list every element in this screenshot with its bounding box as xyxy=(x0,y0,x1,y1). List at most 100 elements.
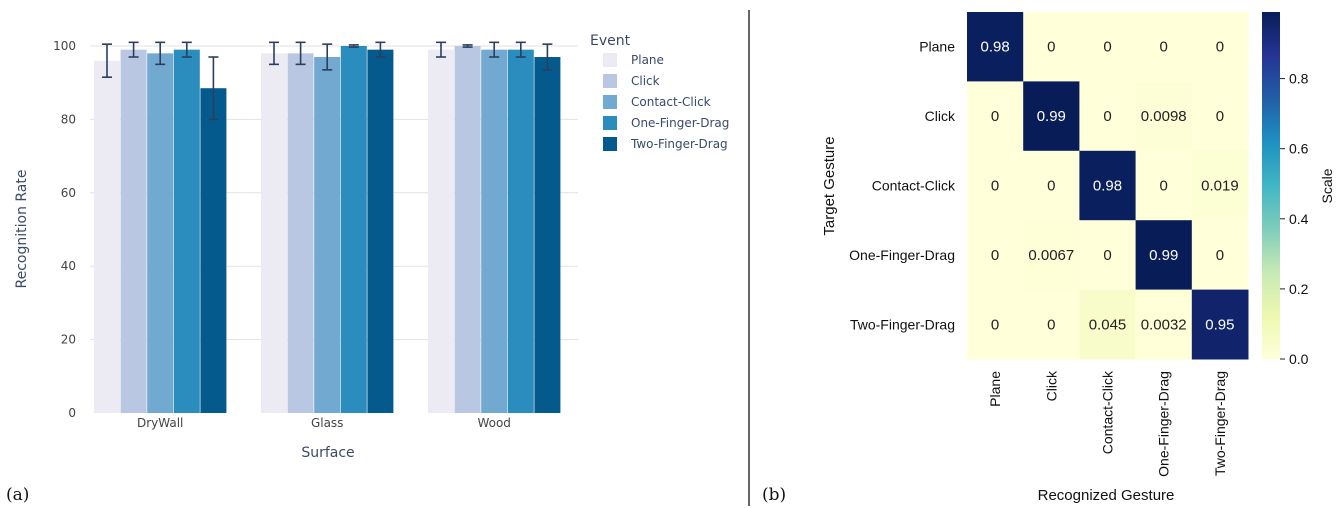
bar xyxy=(94,60,120,414)
y-tick-label: 20 xyxy=(61,333,76,347)
heatmap-cell xyxy=(967,81,1024,152)
cell-label: 0.0067 xyxy=(1028,247,1074,264)
cell-label: 0 xyxy=(991,108,999,125)
heatmap-cell xyxy=(1191,81,1249,152)
legend-swatch xyxy=(603,116,617,130)
heatmap-cell xyxy=(967,12,1024,82)
cell-label: 0.99 xyxy=(1037,108,1066,125)
heatmap-cell xyxy=(1023,81,1080,152)
bar xyxy=(287,53,314,414)
legend-swatch xyxy=(603,53,617,67)
col-tick-label: Click xyxy=(1043,370,1059,401)
bar xyxy=(340,46,367,413)
y-axis-title: Recognition Rate xyxy=(14,170,30,289)
bar xyxy=(507,49,534,414)
cell-label: 0 xyxy=(1047,178,1055,195)
bar xyxy=(261,53,287,414)
cell-label: 0 xyxy=(991,178,999,195)
heatmap-cell xyxy=(967,220,1024,291)
colorbar xyxy=(1262,12,1280,359)
bar xyxy=(534,57,561,413)
heatmap-cell xyxy=(1135,220,1193,291)
heatmap-cell xyxy=(1079,12,1137,82)
col-tick-label: Contact-Click xyxy=(1100,370,1116,454)
x-tick-label: Glass xyxy=(311,416,344,430)
y-axis-title: Target Gesture xyxy=(821,136,838,235)
cell-label: 0.045 xyxy=(1089,316,1127,333)
col-tick-label: Plane xyxy=(987,371,1003,407)
cell-label: 0.0032 xyxy=(1141,316,1187,333)
heatmap-cell xyxy=(967,289,1024,360)
cell-label: 0.99 xyxy=(1149,247,1178,264)
x-tick-label: DryWall xyxy=(137,416,183,430)
heatmap-cell xyxy=(1023,12,1080,82)
heatmap-cell xyxy=(1191,12,1249,82)
x-tick-label: Wood xyxy=(477,416,510,430)
y-tick-label: 40 xyxy=(61,259,76,273)
colorbar-tick-label: 0.6 xyxy=(1289,141,1309,157)
cell-label: 0.0098 xyxy=(1141,108,1187,125)
cell-label: 0 xyxy=(1160,39,1168,56)
legend-label: Contact-Click xyxy=(631,95,711,109)
legend-label: Two-Finger-Drag xyxy=(630,137,728,151)
y-tick-label: 100 xyxy=(53,39,76,53)
cell-label: 0 xyxy=(1216,247,1224,264)
bar xyxy=(367,49,394,414)
legend-swatch xyxy=(603,74,617,88)
panel-label-a: (a) xyxy=(6,485,29,505)
cell-label: 0 xyxy=(1160,178,1168,195)
col-tick-label: One-Finger-Drag xyxy=(1156,371,1172,477)
cell-label: 0 xyxy=(1103,108,1111,125)
heatmap-cell xyxy=(1135,12,1193,82)
bar xyxy=(173,49,200,414)
x-axis-title: Recognized Gesture xyxy=(1038,487,1175,504)
bar-chart-panel: 0 20 40 60 80 100 DryWall Glass Wood Surface Recog… xyxy=(14,33,729,461)
row-tick-label: Two-Finger-Drag xyxy=(850,316,955,332)
legend-swatch xyxy=(603,95,617,109)
heatmap-cell xyxy=(1079,220,1137,291)
cell-label: 0.98 xyxy=(1093,178,1122,195)
heatmap-cell xyxy=(1079,289,1137,360)
heatmap-cell xyxy=(1023,289,1080,360)
heatmap-cell xyxy=(967,150,1024,221)
y-tick-label: 80 xyxy=(61,112,76,126)
colorbar-tick-label: 0.2 xyxy=(1289,281,1309,297)
heatmap-cell xyxy=(1191,289,1249,360)
row-tick-label: Contact-Click xyxy=(872,178,956,194)
cell-label: 0 xyxy=(1047,39,1055,56)
cell-label: 0 xyxy=(1216,39,1224,56)
heatmap-cell xyxy=(1191,150,1249,221)
legend-label: One-Finger-Drag xyxy=(631,116,729,130)
heatmap-cell xyxy=(1079,81,1137,152)
bar xyxy=(454,46,481,413)
cell-label: 0 xyxy=(1047,316,1055,333)
y-tick-label: 60 xyxy=(61,186,76,200)
heatmap-cell xyxy=(1135,81,1193,152)
bar xyxy=(120,49,147,414)
row-tick-label: Plane xyxy=(919,39,955,55)
legend-swatch xyxy=(603,137,617,151)
cell-label: 0 xyxy=(1216,108,1224,125)
heatmap-cell xyxy=(1135,289,1193,360)
x-axis-title: Surface xyxy=(301,445,354,461)
colorbar-tick-label: 0.8 xyxy=(1289,71,1309,87)
heatmap-panel: 0.98 0 0 0 0 Plane 0 0.99 0 0.0098 0 Click 0 0 0.98 0 0.… xyxy=(821,12,1335,504)
cell-label: 0 xyxy=(991,247,999,264)
heatmap-cell xyxy=(1191,220,1249,291)
cell-label: 0.95 xyxy=(1205,316,1234,333)
cell-label: 0.98 xyxy=(980,39,1009,56)
colorbar-title: Scale xyxy=(1319,168,1335,203)
cell-label: 0 xyxy=(1103,247,1111,264)
bar xyxy=(481,49,508,414)
heatmap-cell xyxy=(1135,150,1193,221)
bar xyxy=(314,57,341,413)
row-tick-label: One-Finger-Drag xyxy=(849,247,955,263)
heatmap-cell xyxy=(1079,150,1137,221)
colorbar-tick-label: 0.4 xyxy=(1289,211,1309,227)
heatmap-cell xyxy=(1023,220,1080,291)
col-tick-label: Two-Finger-Drag xyxy=(1212,371,1228,476)
bar xyxy=(200,88,227,413)
legend-title: Event xyxy=(590,33,631,49)
cell-label: 0 xyxy=(1103,39,1111,56)
